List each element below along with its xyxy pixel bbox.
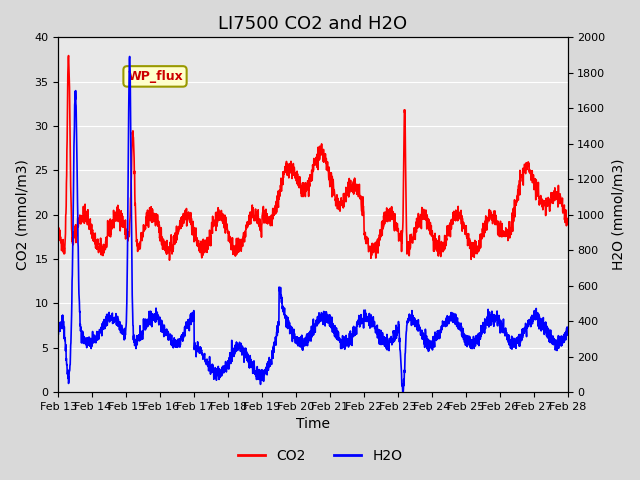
Y-axis label: CO2 (mmol/m3): CO2 (mmol/m3) <box>15 159 29 270</box>
Y-axis label: H2O (mmol/m3): H2O (mmol/m3) <box>611 159 625 270</box>
Legend: CO2, H2O: CO2, H2O <box>232 443 408 468</box>
X-axis label: Time: Time <box>296 418 330 432</box>
Title: LI7500 CO2 and H2O: LI7500 CO2 and H2O <box>218 15 408 33</box>
Text: WP_flux: WP_flux <box>127 70 183 83</box>
